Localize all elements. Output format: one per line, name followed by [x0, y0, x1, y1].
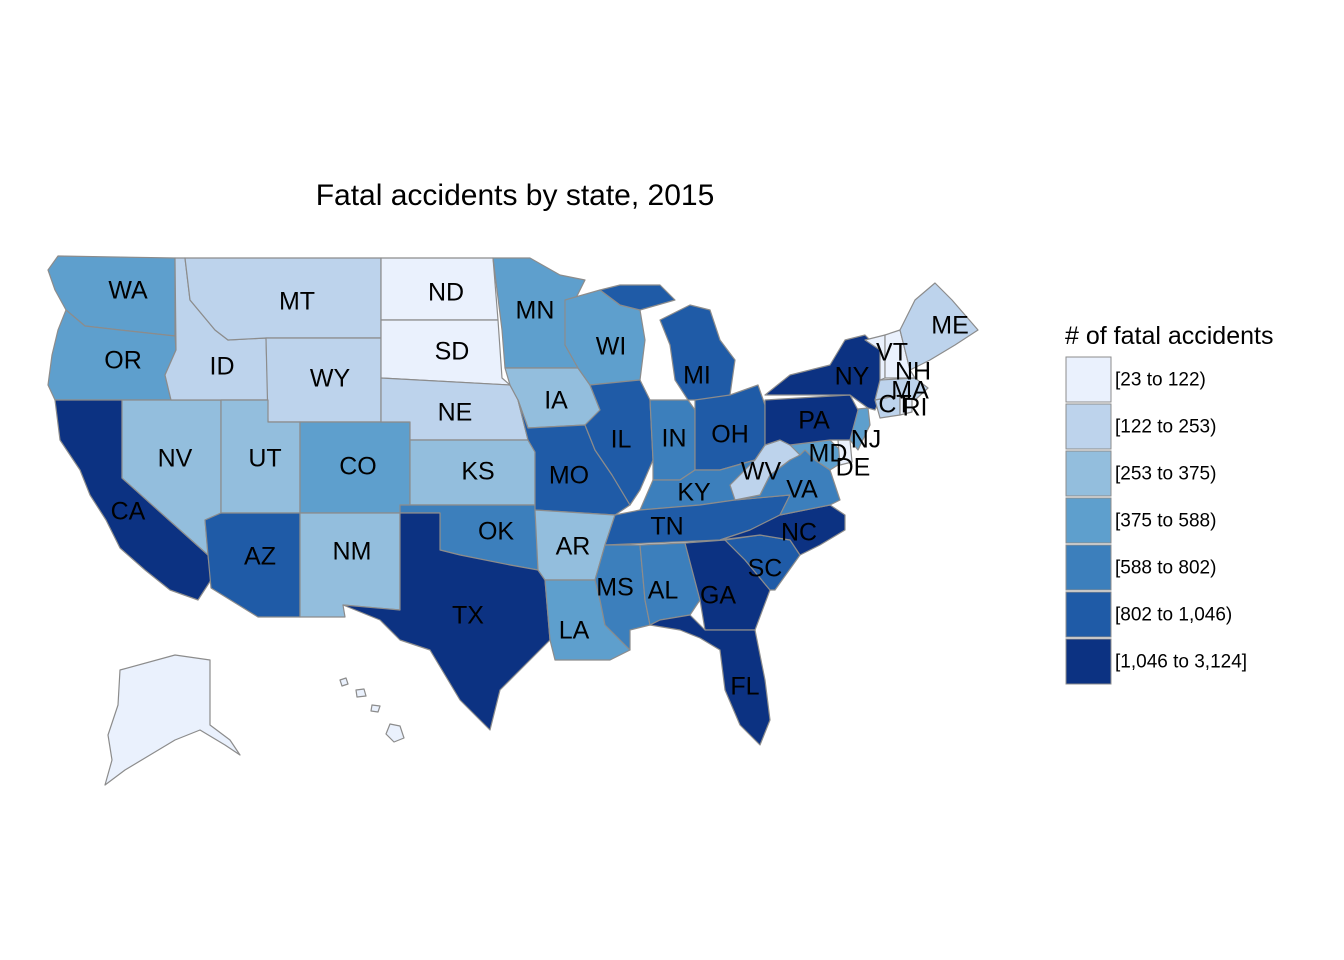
legend-label: [802 to 1,046): [1115, 605, 1232, 626]
state-label-sc: SC: [748, 555, 783, 583]
state-label-nm: NM: [333, 538, 372, 566]
state-md: [789, 439, 841, 471]
state-label-wa: WA: [108, 277, 148, 305]
state-label-mn: MN: [516, 297, 555, 325]
legend-label: [588 to 802): [1115, 558, 1216, 579]
state-label-ct: CT: [878, 391, 911, 419]
state-label-la: LA: [559, 617, 590, 645]
state-label-nc: NC: [781, 519, 817, 547]
state-label-nj: NJ: [851, 426, 882, 454]
state-label-id: ID: [210, 353, 235, 381]
state-az: [204, 512, 301, 618]
state-fl: [649, 614, 771, 746]
state-label-tx: TX: [452, 602, 484, 630]
legend-label: [23 to 122): [1115, 370, 1206, 391]
state-label-ga: GA: [700, 582, 736, 610]
state-nh: [884, 329, 916, 379]
state-vt: [864, 334, 886, 381]
state-label-va: VA: [786, 476, 818, 504]
state-label-ks: KS: [461, 458, 494, 486]
state-label-de: DE: [836, 454, 871, 482]
state-label-ok: OK: [478, 518, 514, 546]
state-label-mt: MT: [279, 288, 315, 316]
state-label-ia: IA: [544, 387, 568, 415]
legend-title: # of fatal accidents: [1065, 322, 1273, 350]
legend-swatch: [1065, 403, 1112, 450]
legend-swatch: [1065, 497, 1112, 544]
state-label-al: AL: [648, 577, 679, 605]
legend-swatch: [1065, 591, 1112, 638]
state-tx: [342, 512, 551, 731]
legend-label: [253 to 375): [1115, 464, 1216, 485]
legend-swatch: [1065, 356, 1112, 403]
state-label-in: IN: [662, 425, 687, 453]
state-label-wi: WI: [596, 333, 627, 361]
legend-swatch: [1065, 544, 1112, 591]
state-label-mo: MO: [549, 462, 589, 490]
state-label-md: MD: [809, 440, 848, 468]
state-label-ma: MA: [891, 377, 929, 405]
legend: # of fatal accidents [23 to 122) [122 to …: [1065, 322, 1273, 685]
state-pa: [764, 394, 859, 446]
legend-swatch: [1065, 450, 1112, 497]
state-label-ny: NY: [835, 363, 870, 391]
state-ak: [104, 654, 241, 786]
state-label-sd: SD: [435, 338, 470, 366]
legend-swatch: [1065, 638, 1112, 685]
legend-label: [122 to 253): [1115, 417, 1216, 438]
state-label-tn: TN: [650, 513, 683, 541]
state-sd: [380, 319, 511, 386]
legend-label: [1,046 to 3,124]: [1115, 652, 1247, 673]
state-label-fl: FL: [730, 673, 759, 701]
state-me: [899, 282, 979, 371]
legend-label: [375 to 588): [1115, 511, 1216, 532]
state-hi: [339, 677, 405, 743]
states-layer: [47, 255, 979, 786]
state-labels-layer: WA OR CA NV ID MT WY UT AZ CO NM ND SD NE KS OK TX MN IA MO…: [104, 277, 969, 701]
state-label-il: IL: [611, 426, 632, 454]
legend-items: [23 to 122) [122 to 253) [253 to 375) [375 …: [1065, 356, 1247, 685]
state-label-co: CO: [339, 453, 377, 481]
state-label-me: ME: [931, 312, 969, 340]
state-label-oh: OH: [711, 421, 749, 449]
state-label-ut: UT: [248, 445, 281, 473]
state-label-ar: AR: [556, 533, 591, 561]
state-il: [584, 379, 654, 506]
state-label-wv: WV: [741, 458, 782, 486]
map-title: Fatal accidents by state, 2015: [316, 179, 715, 212]
state-label-ky: KY: [677, 479, 711, 507]
state-label-nd: ND: [428, 279, 464, 307]
state-label-nv: NV: [158, 445, 193, 473]
state-label-mi: MI: [683, 362, 711, 390]
state-label-ca: CA: [111, 498, 146, 526]
state-label-pa: PA: [798, 407, 830, 435]
state-label-ri: RI: [903, 394, 928, 422]
state-label-vt: VT: [876, 339, 908, 367]
state-label-ms: MS: [596, 574, 634, 602]
state-label-or: OR: [104, 347, 142, 375]
state-label-az: AZ: [244, 543, 276, 571]
state-label-wy: WY: [310, 365, 351, 393]
state-label-ne: NE: [438, 399, 473, 427]
state-nc: [719, 504, 846, 556]
state-label-nh: NH: [895, 358, 931, 386]
